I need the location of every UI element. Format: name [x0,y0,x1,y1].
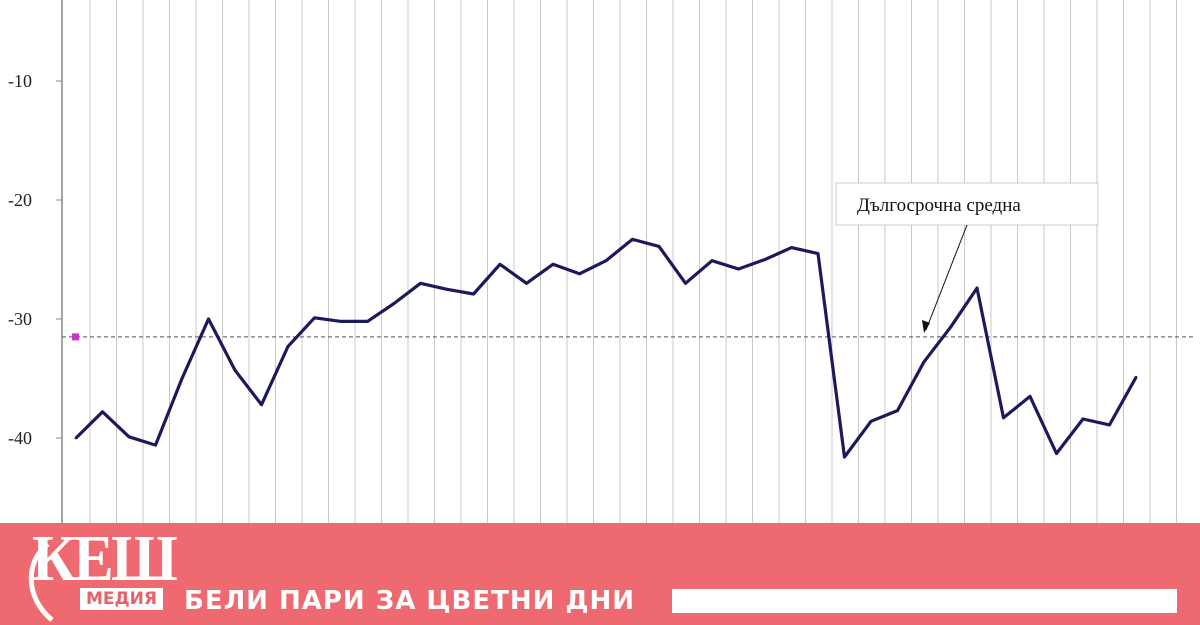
data-point [790,246,793,250]
data-point [1002,416,1005,420]
data-point [498,262,502,266]
data-point [896,409,899,413]
data-point [445,287,449,291]
data-point [551,262,555,266]
callout-arrow-head [922,320,930,333]
data-point [869,419,873,423]
tagline-bar [672,589,1177,613]
data-point [657,245,661,248]
data-point [975,286,979,290]
data-point [843,455,846,459]
y-tick-label: -20 [8,190,32,210]
data-point [419,281,422,285]
y-tick-label: -40 [8,428,32,448]
callout-label: Дългосрочна средна [857,195,1021,216]
data-point [710,259,714,263]
data-point [578,272,581,276]
data-point [763,258,767,261]
logo-swoosh-icon [28,542,54,622]
logo: КЕШ МЕДИЯ [18,526,178,622]
data-point [260,403,263,407]
logo-wordmark: КЕШ [32,522,178,595]
callout-arrow [925,224,968,331]
vertical-gridlines [89,0,1177,560]
data-point [737,267,740,271]
data-point [154,443,157,447]
data-point [101,410,104,414]
data-point [1028,394,1032,398]
data-point [525,281,528,285]
y-tick-label: -30 [8,309,32,329]
y-tick-labels: -10 -20 -30 -40 [8,71,62,448]
data-point [339,319,343,323]
data-point [180,377,184,380]
data-point [922,360,926,364]
series-line [74,237,1138,459]
data-point [1134,375,1138,379]
data-point [127,435,131,439]
data-point [472,292,475,296]
data-point [286,344,290,348]
data-point [313,316,316,320]
callout-box [835,182,1099,226]
data-point [207,317,210,321]
data-point [74,436,78,440]
data-point [392,302,396,305]
average-marker [72,333,79,341]
data-point [1055,452,1058,455]
data-point [631,237,634,241]
data-point [233,368,237,372]
data-point [1081,417,1085,421]
data-point [604,259,608,263]
series-points [74,237,1138,459]
y-tick-label: -10 [8,71,32,91]
data-point [366,319,369,323]
tagline: БЕЛИ ПАРИ ЗА ЦВЕТНИ ДНИ [184,586,636,616]
data-point [949,325,952,329]
data-point [684,281,687,285]
data-point [816,252,820,255]
logo-subtitle: МЕДИЯ [80,588,163,610]
data-point [1108,423,1111,427]
